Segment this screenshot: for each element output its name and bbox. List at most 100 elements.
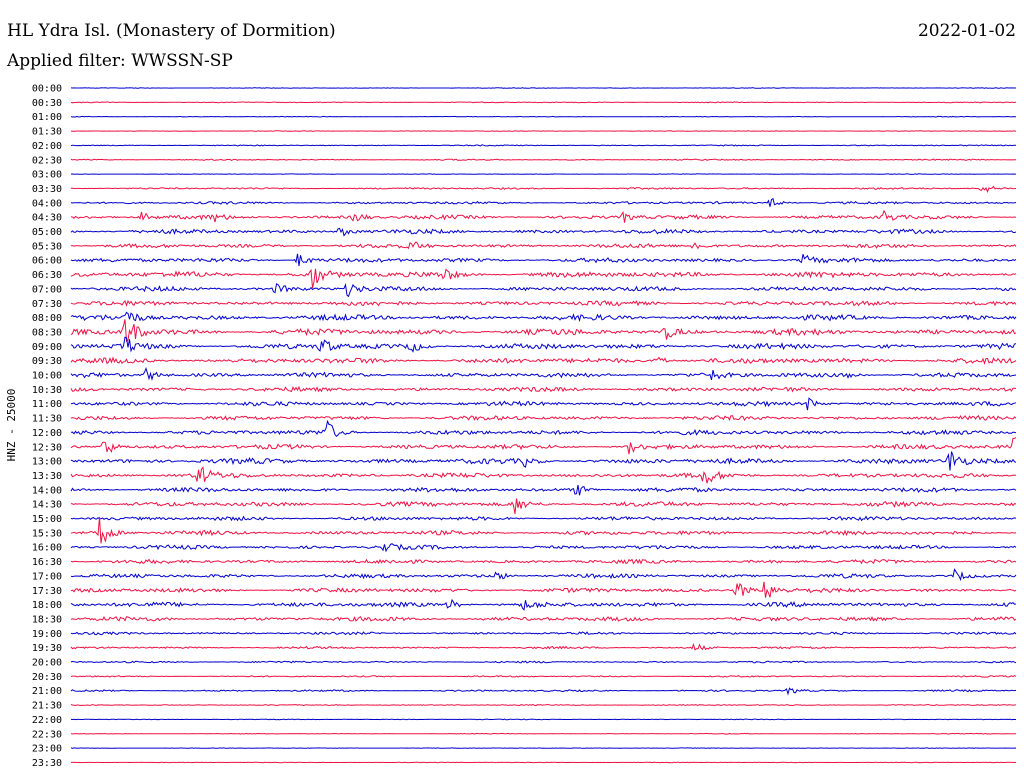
row-tick-label: 20:00 [32,658,62,669]
date-label: 2022-01-02 [918,21,1016,41]
row-tick-label: 12:30 [32,442,62,453]
row-tick-label: 06:00 [32,256,62,267]
trace-group [70,87,1017,764]
trace-1630 [70,558,1017,565]
row-tick-label: 16:00 [32,543,62,554]
row-tick-label: 17:00 [32,571,62,582]
trace-1530 [70,516,1017,544]
row-tick-label: 22:00 [32,715,62,726]
trace-0230 [70,158,1016,161]
row-tick-label: 18:30 [32,614,62,625]
trace-0130 [70,130,1017,132]
trace-1700 [70,568,1017,582]
row-tick-label: 01:30 [32,127,62,138]
row-tick-label: 15:30 [32,528,62,539]
row-tick-label: 17:30 [32,586,62,597]
trace-0630 [70,268,1017,289]
row-tick-label: 01:00 [32,112,62,123]
trace-0600 [70,253,1017,266]
row-tick-label: 19:30 [32,643,62,654]
row-tick-label: 22:30 [32,729,62,740]
trace-1600 [70,543,1017,553]
row-tick-label: 03:30 [32,184,62,195]
trace-0830 [70,319,1017,342]
trace-2230 [70,732,1016,735]
row-tick-label: 07:00 [32,284,62,295]
row-tick-label: 02:30 [32,155,62,166]
row-tick-label: 10:30 [32,385,62,396]
row-tick-label: 08:30 [32,327,62,338]
trace-2100 [70,687,1017,696]
filter-label: Applied filter: WWSSN-SP [6,51,233,71]
row-tick-label: 10:00 [32,371,62,382]
trace-1200 [70,419,1017,438]
row-tick-label: 09:00 [32,342,62,353]
trace-2000 [70,660,1017,664]
trace-1400 [70,484,1017,496]
row-tick-label: 11:30 [32,414,62,425]
trace-1230 [70,437,1017,455]
trace-1300 [70,451,1017,471]
trace-1100 [70,397,1017,411]
row-tick-label: 11:00 [32,399,62,410]
row-tick-label: 13:00 [32,457,62,468]
trace-0800 [70,311,1017,323]
trace-0100 [70,115,1016,118]
row-tick-label: 14:30 [32,500,62,511]
row-tick-label: 05:00 [32,227,62,238]
row-tick-label: 18:00 [32,600,62,611]
row-tick-label: 14:00 [32,485,62,496]
row-tick-label: 12:00 [32,428,62,439]
trace-0030 [70,101,1017,104]
row-tick-label: 07:30 [32,299,62,310]
trace-1830 [70,616,1017,622]
row-tick-label: 20:30 [32,672,62,683]
trace-1430 [70,498,1017,515]
row-tick-label: 21:00 [32,686,62,697]
row-tick-label: 03:00 [32,170,62,181]
row-tick-label: 05:30 [32,241,62,252]
trace-0000 [70,87,1016,89]
trace-2030 [70,675,1017,678]
trace-1500 [70,515,1017,522]
row-tick-label: 00:30 [32,98,62,109]
trace-0530 [70,241,1017,250]
trace-0900 [70,336,1017,353]
trace-0300 [70,173,1016,175]
trace-0500 [70,227,1017,237]
row-tick-label: 04:00 [32,198,62,209]
tick-label-group: 00:00 00:30 01:00 01:30 02:00 02:30 03:00 03:30… [32,84,62,769]
trace-1930 [70,642,1017,651]
trace-1130 [70,414,1017,422]
trace-0330 [70,185,1017,194]
trace-2330 [71,761,1017,764]
row-tick-label: 23:00 [32,744,62,755]
row-tick-label: 02:00 [32,141,62,152]
trace-0200 [70,144,1016,147]
trace-0930 [70,356,1017,366]
row-tick-label: 09:30 [32,356,62,367]
row-tick-label: 19:00 [32,629,62,640]
station-title: HL Ydra Isl. (Monastery of Dormition) [7,21,336,41]
trace-1000 [70,366,1017,381]
trace-1800 [70,598,1017,611]
trace-1030 [70,385,1017,393]
y-axis-label: HNZ - 25000 [5,389,18,462]
trace-1330 [70,466,1017,484]
row-tick-label: 13:30 [32,471,62,482]
trace-0730 [70,299,1017,307]
row-tick-label: 08:00 [32,313,62,324]
row-tick-label: 06:30 [32,270,62,281]
trace-0430 [70,209,1017,223]
trace-2130 [70,703,1017,707]
trace-0700 [70,282,1017,298]
row-tick-label: 15:00 [32,514,62,525]
trace-1900 [70,631,1017,636]
row-tick-label: 00:00 [32,84,62,95]
trace-0400 [70,197,1017,207]
trace-2200 [70,718,1016,721]
row-tick-label: 21:30 [32,701,62,712]
row-tick-label: 23:30 [32,758,62,769]
trace-1730 [70,581,1017,598]
